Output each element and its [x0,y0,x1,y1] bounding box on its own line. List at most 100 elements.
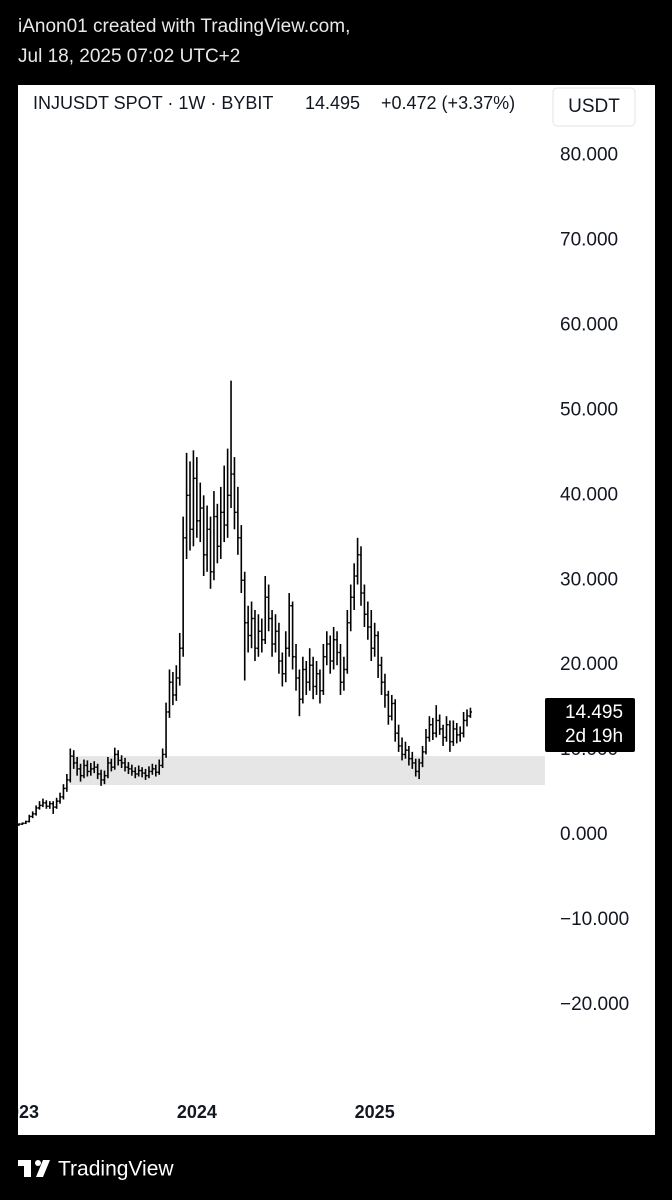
x-tick-label: 2025 [355,1102,395,1122]
ohlc-bar [304,660,308,695]
ohlc-bar [85,760,89,777]
currency[interactable]: USDT [568,96,620,117]
ohlc-bar [349,584,353,632]
ohlc-bar [34,805,38,816]
y-tick-label: 30.000 [560,569,618,590]
ohlc-bar [229,380,233,509]
ohlc-bar [397,724,401,752]
ohlc-bar [208,516,213,589]
ohlc-bar [451,720,455,746]
ohlc-bar [232,457,237,530]
ohlc-bar [328,635,332,674]
ohlc-bar [41,798,45,808]
ohlc-bar [178,632,182,686]
ohlc-bar [263,576,267,644]
ohlc-bar [219,486,223,560]
ohlc-bar [267,584,271,632]
ohlc-bar [468,707,473,718]
ohlc-bar [215,503,219,564]
ohlc-bar [188,461,192,551]
ohlc-bar [410,751,414,769]
ohlc-bar [376,631,380,678]
y-tick-label: 80.000 [560,145,618,166]
ohlc-bar [386,690,390,725]
ohlc-bar [362,584,367,628]
ohlc-bar [65,773,69,792]
ohlc-bar [373,622,377,657]
ohlc-bar [369,610,373,661]
ohlc-bar [390,694,394,721]
ohlc-bar [130,764,134,776]
ohlc-bar [379,656,384,695]
ohlc-bar [332,627,336,670]
chart-panel [18,85,655,1135]
ohlc-bar [68,748,72,783]
ohlc-bar [161,748,165,769]
ohlc-bar [202,495,206,577]
ohlc-bar [61,784,66,800]
ohlc-bar [157,759,161,775]
ohlc-bar [338,643,343,695]
ohlc-bar [359,546,363,606]
ohlc-bar [465,709,469,727]
ohlc-bar [277,622,281,674]
price-tag [545,697,635,752]
y-tick-label: 50.000 [560,399,618,420]
ohlc-bar [414,758,418,777]
ohlc-bar [458,726,462,742]
ohlc-bar [37,801,42,810]
ohlc-bar [205,505,209,572]
ohlc-bar [424,728,428,755]
x-tick-label: 2023 [0,1102,39,1122]
ohlc-bar [120,755,124,769]
ohlc-bar [239,525,243,594]
ohlc-bar [75,756,79,776]
price-change: +0.472 (+3.37%) [381,93,515,113]
ohlc-bar [140,767,144,778]
ohlc-bar [24,820,28,825]
ohlc-bar [294,643,298,691]
ohlc-bar [106,756,110,779]
ohlc-bar [427,716,431,742]
ohlc-bar [123,757,127,772]
ohlc-bar [420,745,425,768]
ohlc-bar [256,614,260,657]
ohlc-bar [126,762,131,774]
y-tick-label: 40.000 [560,484,618,505]
ohlc-bar [342,656,346,691]
ohlc-bar [113,747,117,770]
ohlc-bar [109,758,113,772]
ohlc-bar [78,763,83,782]
ohlc-bar [321,643,325,695]
ohlc-bar [438,714,442,735]
ohlc-bar [335,631,339,666]
header-line: Jul 18, 2025 07:02 UTC+2 [18,46,240,67]
ohlc-bar [318,669,322,704]
ohlc-bar [246,605,250,653]
ohlc-bar [345,610,349,674]
ohlc-bar [273,614,278,653]
ohlc-bar [167,669,172,718]
ohlc-bar [212,491,216,581]
price-tag-countdown: 2d 19h [565,726,623,747]
ohlc-bar [174,665,178,701]
ohlc-bar [31,811,35,819]
ohlc-bar [44,800,48,809]
ohlc-bar [116,750,120,766]
ohlc-bar [102,770,107,785]
ohlc-bar [48,801,52,809]
ohlc-bar [99,769,103,786]
ohlc-bar [150,763,154,775]
plot: 2023 2024 2025 [0,380,545,1122]
ohlc-bar [455,723,459,744]
currency-box[interactable] [552,87,636,127]
ohlc-bar [366,601,370,640]
ohlc-bar [291,601,295,670]
y-tick-label: 0.000 [560,824,608,845]
ohlc-bar [27,814,31,823]
ohlc-bar [195,457,199,538]
y-tick-label: −20.000 [560,994,629,1015]
footer-brand: TradingView [58,1158,174,1181]
x-tick-label: 2024 [177,1102,217,1122]
ohlc-bar [325,631,329,666]
